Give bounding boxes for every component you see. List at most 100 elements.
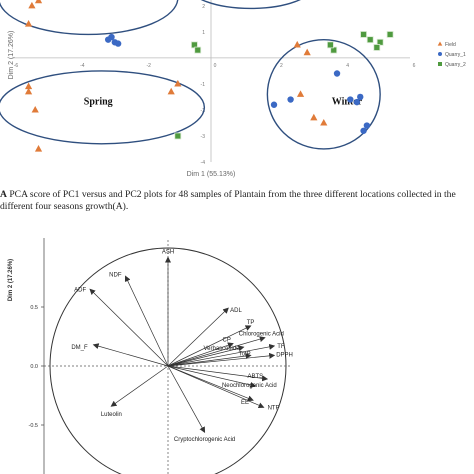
- caption-label: A: [0, 189, 7, 200]
- x-tick-label: -6: [14, 63, 19, 69]
- group-ellipse: [0, 70, 206, 145]
- x-tick-label: 2: [280, 63, 283, 69]
- y-tick-label: -0.5: [29, 423, 38, 429]
- vector-label: ADL: [230, 308, 242, 314]
- data-point-field: [28, 1, 36, 9]
- data-point-quarry-1: [333, 70, 341, 77]
- loading-vector: [167, 365, 269, 382]
- data-point-quarry-2: [360, 31, 367, 38]
- loading-vector: [124, 275, 169, 367]
- group-ellipse: [0, 0, 179, 36]
- x-tick-label: 0: [214, 63, 217, 69]
- data-point-quarry-2: [373, 44, 381, 51]
- legend-label: Quarry_1: [445, 52, 466, 58]
- data-point-field: [174, 79, 182, 87]
- legend-marker-field: [437, 41, 443, 46]
- legend-marker-quarry-1: [438, 52, 442, 56]
- vector-label: TP: [247, 320, 255, 326]
- loading-vector: [167, 353, 252, 367]
- legend-marker-quarry-2: [438, 62, 442, 66]
- data-point-quarry-1: [347, 96, 354, 103]
- loading-vector: [167, 365, 206, 433]
- y-axis-title: Dim 2 (17.26%): [8, 259, 14, 301]
- group-label: Spring: [84, 97, 113, 108]
- vector-label: TF: [277, 344, 285, 350]
- y-tick-label: 0.0: [30, 364, 38, 370]
- vector-label: DPPH: [276, 352, 293, 358]
- data-point-quarry-1: [114, 40, 122, 47]
- loading-vector: [167, 307, 229, 367]
- x-tick-label: 4: [346, 63, 349, 69]
- data-point-quarry-2: [386, 31, 394, 38]
- data-point-field: [167, 87, 175, 95]
- vector-label: Verbascoside: [203, 346, 240, 352]
- y-tick-label: -3: [201, 134, 206, 140]
- vector-label: NDF: [109, 272, 122, 278]
- vector-label: CP: [223, 338, 231, 344]
- loading-vector: [167, 336, 266, 367]
- caption-line-2: different four seasons growth(A).: [0, 201, 129, 212]
- data-point-field: [303, 48, 311, 56]
- data-point-field: [296, 90, 305, 97]
- data-point-quarry-1: [287, 96, 294, 103]
- loading-vector: [167, 325, 252, 367]
- loading-vector: [167, 352, 276, 367]
- loading-vector: [167, 365, 257, 388]
- vector-label: ABTS: [247, 374, 263, 380]
- y-tick-label: -4: [201, 160, 206, 166]
- x-tick-label: -2: [146, 63, 151, 69]
- data-point-quarry-2: [194, 46, 202, 54]
- data-point-field: [310, 113, 318, 121]
- caption-line-1: PCA score of PC1 versus and PC2 plots fo…: [6, 189, 456, 200]
- vector-label: Chlorogenic Acid: [239, 332, 284, 338]
- loading-vector: [167, 342, 234, 367]
- y-tick-label: -1: [201, 82, 206, 88]
- vector-label: Neochlorogenic Acid: [222, 383, 277, 389]
- data-point-quarry-2: [366, 36, 374, 44]
- group-label: Winter: [332, 97, 363, 108]
- loading-vector: [110, 365, 169, 407]
- x-tick-label: -4: [80, 63, 85, 69]
- legend-label: Quarry_2: [445, 62, 466, 68]
- loading-vector: [167, 365, 254, 402]
- x-tick-label: 6: [413, 63, 416, 69]
- data-point-quarry-1: [270, 101, 278, 108]
- loading-vector: [92, 343, 169, 367]
- y-axis-title: Dim 2 (17.26%): [8, 31, 15, 80]
- data-point-field: [24, 82, 33, 90]
- unit-circle: [49, 247, 287, 474]
- data-point-field: [293, 40, 301, 48]
- data-point-field: [320, 118, 328, 126]
- data-point-field: [34, 0, 43, 4]
- data-point-quarry-1: [353, 98, 361, 106]
- legend-label: Field: [445, 42, 456, 48]
- vector-label: Cryptochlorogenic Acid: [174, 437, 235, 443]
- y-tick-label: 1: [202, 30, 205, 36]
- group-ellipse: [266, 38, 381, 150]
- data-point-quarry-1: [104, 36, 112, 43]
- group-ellipse: [200, 0, 301, 10]
- vector-label: EE: [241, 400, 249, 406]
- vector-label: ADF: [74, 287, 86, 293]
- data-point-field: [24, 87, 33, 95]
- loading-vector: [167, 343, 276, 367]
- y-tick-label: 2: [202, 4, 205, 10]
- x-axis-title: Dim 1 (55.13%): [187, 171, 236, 178]
- figure-caption: A PCA score of PC1 versus and PC2 plots …: [0, 189, 474, 213]
- data-point-quarry-1: [360, 127, 367, 134]
- vector-label: Luteolin: [101, 412, 122, 418]
- loading-vector: [89, 288, 169, 367]
- data-point-field: [24, 20, 33, 27]
- vector-label: DM_F: [71, 345, 88, 351]
- data-point-field: [31, 105, 39, 113]
- data-point-quarry-2: [326, 41, 334, 49]
- data-point-quarry-2: [174, 132, 182, 140]
- data-point-quarry-1: [357, 93, 364, 101]
- y-tick-label: -2: [201, 108, 206, 114]
- data-point-quarry-1: [363, 122, 371, 129]
- loading-vector: [167, 345, 245, 367]
- loading-vector: [167, 365, 265, 409]
- vector-label: TotP: [239, 351, 251, 357]
- data-point-field: [34, 144, 43, 152]
